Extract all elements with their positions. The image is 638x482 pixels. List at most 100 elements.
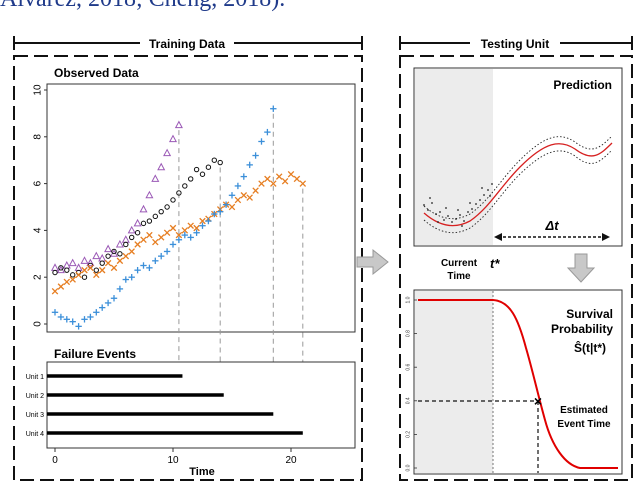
testing-panel-border [399, 55, 633, 481]
prediction-panel: Prediction Δt [413, 67, 623, 247]
prediction-point [429, 197, 431, 199]
circle-point [170, 197, 176, 203]
observed-plot-frame [46, 83, 356, 333]
prediction-point [469, 202, 471, 204]
unit-label: Unit 2 [26, 393, 44, 400]
survival-tick-label: 0.2 [405, 431, 411, 438]
prediction-history-shade [415, 69, 493, 245]
survival-tick-label: 0.6 [405, 364, 411, 371]
circle-point [205, 164, 212, 170]
x-point [281, 178, 289, 185]
plus-point [258, 138, 265, 145]
circle-point [140, 220, 147, 227]
x-point [163, 229, 171, 236]
triangle-point [139, 204, 148, 213]
plus-point [122, 276, 129, 283]
plus-point [163, 248, 171, 255]
triangle-point [151, 174, 160, 182]
circle-point [188, 176, 194, 182]
circle-point [199, 171, 206, 177]
triangle-point [145, 190, 154, 199]
plus-point [87, 313, 94, 321]
training-panel-border [13, 55, 363, 481]
x-tick-label: 10 [167, 455, 179, 466]
estimated-label-1: Estimated [560, 405, 608, 416]
prediction-point [479, 199, 481, 201]
circle-point [164, 204, 170, 210]
plus-point [211, 210, 218, 218]
x-point [193, 224, 200, 232]
x-point [128, 248, 135, 255]
prediction-point [459, 214, 461, 216]
plus-point [264, 128, 271, 136]
unit-label: Unit 1 [26, 374, 44, 381]
prediction-point [439, 211, 441, 213]
triangle-point [68, 258, 77, 267]
y-tick-label: 0 [33, 321, 44, 327]
circle-point [99, 260, 105, 266]
prediction-point [461, 225, 463, 227]
x-point [181, 227, 189, 234]
plus-point [252, 152, 259, 159]
plus-point [140, 262, 147, 269]
circle-point [152, 213, 159, 220]
plus-point [128, 274, 135, 281]
unit-label: Unit 3 [26, 412, 44, 419]
x-point [187, 222, 194, 229]
x-point [122, 252, 130, 260]
prediction-point [463, 220, 465, 222]
plus-point [57, 313, 65, 321]
x-point [240, 192, 248, 199]
prediction-upper-band [423, 135, 613, 220]
plus-point [205, 217, 212, 225]
x-point [234, 196, 242, 204]
prediction-title: Prediction [553, 78, 612, 92]
x-point [93, 271, 100, 279]
prediction-mean-curve [423, 142, 613, 227]
plus-point [199, 222, 206, 229]
circle-point [193, 166, 200, 173]
circle-point [81, 274, 88, 280]
triangle-point [104, 244, 113, 253]
circle-point [158, 208, 164, 215]
plus-point [240, 173, 247, 180]
plus-point [222, 201, 230, 208]
x-point [270, 180, 277, 187]
plus-point [104, 299, 112, 307]
x-point [134, 241, 141, 248]
triangle-point [157, 162, 166, 171]
plus-point [146, 264, 153, 272]
prediction-point [457, 209, 459, 211]
prediction-point [427, 209, 429, 211]
x-point [57, 283, 65, 290]
x-point [228, 203, 236, 211]
prediction-point [431, 202, 433, 204]
y-tick-label: 6 [33, 180, 44, 186]
plus-point [63, 316, 70, 323]
plus-point [234, 182, 242, 190]
y-tick-label: 2 [33, 274, 44, 280]
triangle-point [80, 256, 89, 264]
prediction-point [471, 208, 473, 210]
plus-point [217, 208, 224, 215]
x-point [146, 231, 153, 239]
prediction-point [489, 195, 491, 197]
x-point [110, 264, 118, 272]
plus-point [152, 257, 159, 265]
plus-point [75, 323, 82, 330]
triangle-point [133, 218, 142, 227]
plus-point [169, 241, 177, 248]
estimate-cross-icon: × [534, 393, 542, 409]
observed-y-axis: 0 2 4 6 8 10 [33, 84, 47, 327]
citation-text: Álvarez, 2018; Cheng, 2018). [0, 0, 285, 13]
y-tick-label: 8 [33, 134, 44, 140]
observed-data-plot: Observed Data 0 2 4 6 8 10 [33, 66, 356, 440]
plus-point [158, 252, 165, 260]
training-panel: Training Data [13, 34, 363, 481]
prediction-point [437, 221, 439, 223]
plus-point [134, 266, 141, 274]
x-point [175, 231, 183, 239]
y-tick-label: 10 [33, 84, 44, 96]
